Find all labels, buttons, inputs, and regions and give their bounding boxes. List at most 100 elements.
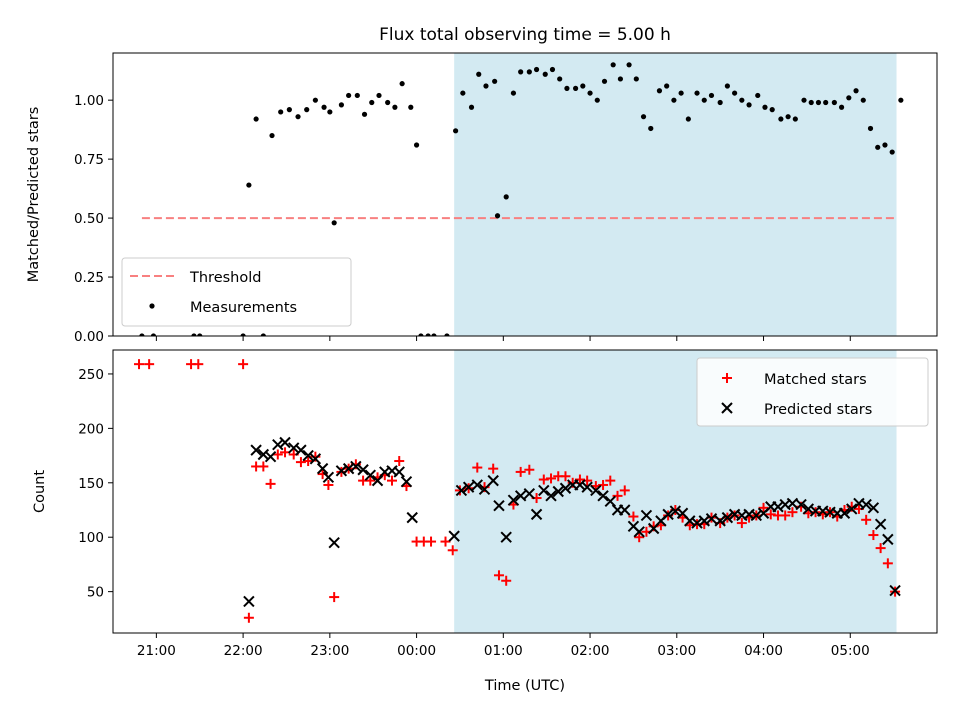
measurement-point bbox=[492, 78, 498, 84]
measurement-point bbox=[808, 99, 814, 106]
measurement-point bbox=[587, 90, 593, 96]
predicted-stars-point bbox=[581, 481, 593, 493]
predicted-stars-point-b bbox=[772, 501, 784, 513]
matched-stars-point bbox=[560, 471, 571, 482]
measurement-point bbox=[671, 97, 677, 103]
predicted-stars-point-b bbox=[287, 442, 300, 454]
measurement-point bbox=[361, 111, 368, 117]
measurement-point bbox=[648, 125, 654, 132]
matched-stars-point bbox=[628, 511, 639, 522]
predicted-stars-point-b bbox=[684, 515, 696, 527]
matched-stars-point bbox=[387, 475, 398, 486]
predicted-stars-point bbox=[302, 449, 314, 462]
measurement-point bbox=[312, 97, 318, 103]
x-tick-label: 03:00 bbox=[657, 643, 696, 659]
predicted-stars-point bbox=[487, 474, 499, 487]
x-tick-label: 00:00 bbox=[397, 643, 436, 659]
measurement-point bbox=[572, 85, 579, 91]
predicted-stars-point-b bbox=[335, 465, 348, 477]
predicted-stars-point-b bbox=[874, 518, 887, 530]
predicted-stars-point-b bbox=[393, 466, 405, 478]
measurement-point bbox=[408, 104, 414, 110]
predicted-stars-point-b bbox=[846, 503, 858, 515]
predicted-stars-point bbox=[478, 483, 491, 496]
measurement-point bbox=[678, 90, 684, 96]
matched-stars-point bbox=[440, 536, 451, 547]
matched-stars-point bbox=[758, 502, 769, 513]
top-panel: 0.00 0.25 0.50 0.75 1.00 Matched/Predicted st… bbox=[26, 52, 938, 345]
matched-stars-point bbox=[329, 592, 340, 603]
matched-stars-point bbox=[258, 461, 269, 472]
measurement-point bbox=[838, 104, 845, 110]
predicted-stars-point-b bbox=[581, 481, 593, 493]
measurement-point bbox=[304, 107, 310, 113]
y-axis-label: Matched/Predicted stars bbox=[26, 107, 42, 283]
predicted-stars-point-b bbox=[889, 584, 901, 597]
measurement-point bbox=[846, 95, 852, 101]
x-tick-label: 21:00 bbox=[137, 643, 176, 659]
matched-stars-point bbox=[447, 545, 458, 556]
measurement-point bbox=[778, 116, 784, 122]
predicted-stars-point-b bbox=[487, 474, 499, 487]
matched-stars-point bbox=[303, 456, 314, 467]
measurement-point bbox=[338, 102, 345, 108]
predicted-stars-point bbox=[860, 498, 872, 511]
matched-stars-point bbox=[134, 359, 145, 370]
measurement-point bbox=[197, 333, 203, 336]
predicted-stars-point-b bbox=[538, 484, 550, 497]
predicted-stars-point-b bbox=[514, 490, 527, 502]
predicted-stars-point bbox=[882, 533, 894, 546]
predicted-stars-point bbox=[750, 509, 763, 522]
x-tick-label: 23:00 bbox=[310, 643, 349, 659]
predicted-stars-point-b bbox=[795, 498, 807, 511]
predicted-stars-point-b bbox=[279, 436, 291, 449]
measurement-point bbox=[246, 182, 252, 188]
y-tick-label: 0.75 bbox=[74, 152, 104, 168]
measurement-point bbox=[286, 107, 292, 113]
predicted-stars-point bbox=[371, 474, 384, 487]
measurement-point bbox=[882, 142, 888, 148]
matched-stars-point bbox=[787, 507, 798, 518]
measurement-point bbox=[640, 114, 647, 120]
measurement-point bbox=[801, 97, 807, 103]
matched-stars-point bbox=[868, 530, 879, 541]
matched-stars-point bbox=[538, 474, 549, 485]
predicted-stars-point bbox=[705, 513, 718, 525]
predicted-stars-point bbox=[795, 498, 807, 511]
legend-top: Threshold Measurements bbox=[121, 257, 352, 327]
measurement-point bbox=[823, 99, 829, 106]
measurement-point bbox=[701, 97, 707, 103]
matched-stars-point bbox=[243, 612, 254, 623]
predicted-stars-point-b bbox=[493, 499, 505, 512]
plot-area bbox=[139, 62, 904, 336]
predicted-stars-point-b bbox=[867, 502, 880, 514]
y-tick-label: 200 bbox=[78, 421, 104, 437]
matched-stars-point bbox=[598, 479, 609, 490]
measurement-point bbox=[331, 220, 337, 226]
predicted-stars-point bbox=[604, 495, 616, 508]
predicted-stars-point-b bbox=[669, 505, 682, 517]
predicted-stars-point bbox=[691, 517, 703, 529]
matched-stars-point bbox=[295, 457, 306, 468]
predicted-stars-point bbox=[342, 462, 355, 475]
predicted-stars-point-b bbox=[662, 508, 674, 521]
measurement-point bbox=[580, 83, 586, 89]
predicted-stars-point bbox=[684, 515, 696, 527]
measurement-point bbox=[476, 71, 482, 77]
predicted-stars-point bbox=[714, 515, 726, 527]
predicted-stars-point bbox=[272, 438, 284, 451]
matched-stars-point bbox=[612, 490, 623, 501]
y-tick-label: 0.50 bbox=[74, 211, 104, 227]
measurement-point bbox=[453, 128, 459, 134]
predicted-stars-point bbox=[846, 503, 858, 515]
x-tick-label: 22:00 bbox=[224, 643, 263, 659]
measurement-point bbox=[732, 90, 738, 96]
measurement-point bbox=[898, 97, 904, 103]
predicted-stars-point-b bbox=[322, 471, 335, 484]
predicted-stars-point bbox=[295, 444, 307, 456]
predicted-stars-point bbox=[874, 518, 887, 530]
predicted-stars-point-b bbox=[676, 507, 689, 519]
predicted-stars-point-b bbox=[478, 483, 491, 496]
measurement-point bbox=[483, 83, 489, 89]
